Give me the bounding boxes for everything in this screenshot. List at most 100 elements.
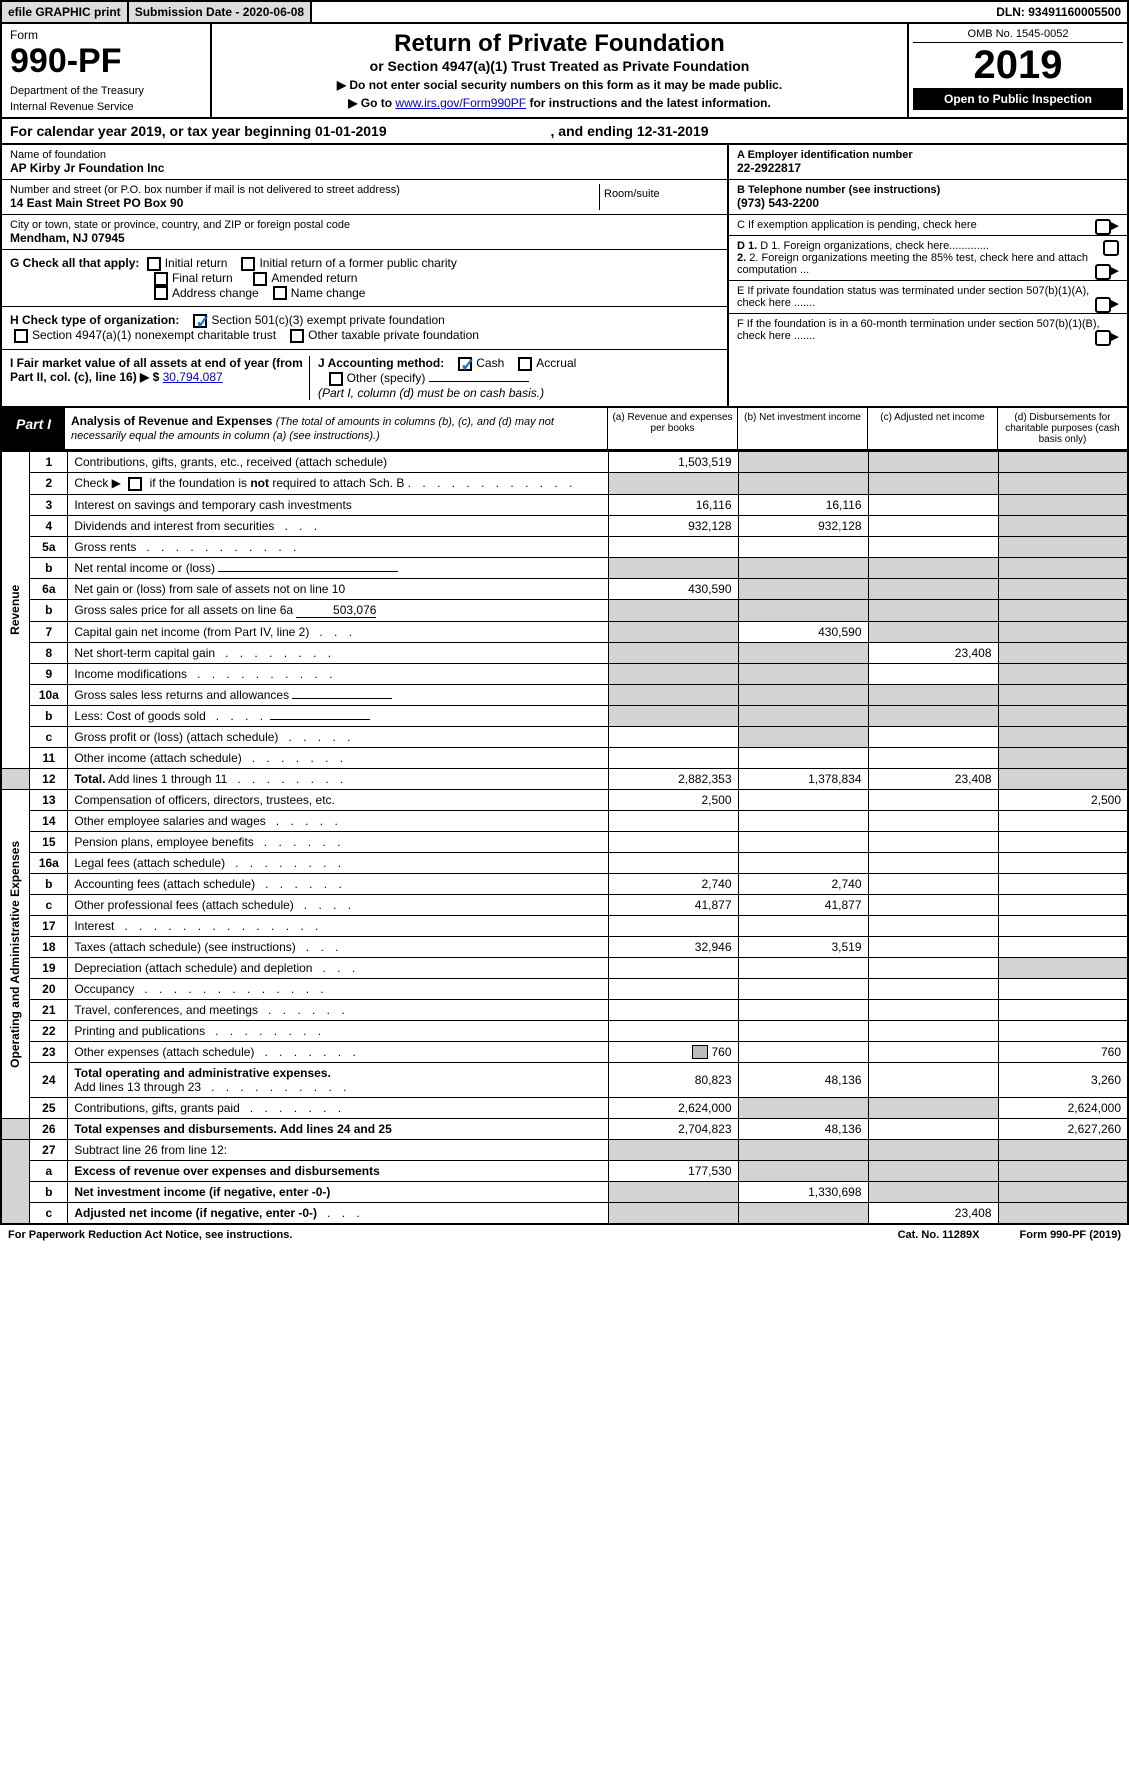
table-row: 8Net short-term capital gain . . . . . .… [1,642,1128,663]
instruction-1: ▶ Do not enter social security numbers o… [218,78,901,92]
name-label: Name of foundation [10,149,719,161]
exemption-pending-checkbox[interactable] [1095,219,1111,235]
table-row: 10aGross sales less returns and allowanc… [1,684,1128,705]
table-row: 2Check ▶ if the foundation is not requir… [1,472,1128,494]
form-subtitle: or Section 4947(a)(1) Trust Treated as P… [218,58,901,74]
form-label: Form [10,28,202,42]
table-row: bAccounting fees (attach schedule) . . .… [1,873,1128,894]
catalog-number: Cat. No. 11289X [898,1229,980,1241]
top-bar: efile GRAPHIC print Submission Date - 20… [0,0,1129,24]
foreign-org-checkbox[interactable] [1103,240,1119,256]
table-row: cOther professional fees (attach schedul… [1,894,1128,915]
table-row: aExcess of revenue over expenses and dis… [1,1161,1128,1182]
table-row: 25Contributions, gifts, grants paid . . … [1,1098,1128,1119]
table-row: bNet investment income (if negative, ent… [1,1182,1128,1203]
omb-number: OMB No. 1545-0052 [913,28,1123,43]
phone-label: B Telephone number (see instructions) [737,184,940,196]
section-c: C If exemption application is pending, c… [729,215,1127,236]
entity-info: Name of foundation AP Kirby Jr Foundatio… [0,145,1129,408]
form-header: Form 990-PF Department of the Treasury I… [0,24,1129,119]
table-row: 21Travel, conferences, and meetings . . … [1,999,1128,1020]
table-row: 3Interest on savings and temporary cash … [1,494,1128,515]
501c3-checkbox[interactable] [193,314,207,328]
col-d-header: (d) Disbursements for charitable purpose… [997,408,1127,449]
table-row: 12Total. Add lines 1 through 11 . . . . … [1,768,1128,789]
60-month-checkbox[interactable] [1095,330,1111,346]
table-row: 7Capital gain net income (from Part IV, … [1,621,1128,642]
initial-return-checkbox[interactable] [147,257,161,271]
table-row: 6aNet gain or (loss) from sale of assets… [1,578,1128,599]
status-terminated-checkbox[interactable] [1095,297,1111,313]
table-row: 14Other employee salaries and wages . . … [1,810,1128,831]
table-row: 17Interest . . . . . . . . . . . . . . [1,915,1128,936]
phone: (973) 543-2200 [737,196,1119,210]
cash-checkbox[interactable] [458,357,472,371]
other-taxable-checkbox[interactable] [290,329,304,343]
foundation-address: 14 East Main Street PO Box 90 [10,196,599,210]
attachment-icon[interactable] [692,1045,708,1059]
table-row: cGross profit or (loss) (attach schedule… [1,726,1128,747]
table-row: 24Total operating and administrative exp… [1,1063,1128,1098]
paperwork-notice: For Paperwork Reduction Act Notice, see … [8,1229,292,1241]
table-row: 15Pension plans, employee benefits . . .… [1,831,1128,852]
instruction-2: ▶ Go to www.irs.gov/Form990PF for instru… [218,96,901,110]
table-row: Revenue 1Contributions, gifts, grants, e… [1,451,1128,472]
table-row: 19Depreciation (attach schedule) and dep… [1,957,1128,978]
table-row: 27Subtract line 26 from line 12: [1,1140,1128,1161]
table-row: cAdjusted net income (if negative, enter… [1,1203,1128,1225]
revenue-label: Revenue [1,451,30,768]
section-f: F If the foundation is in a 60-month ter… [729,314,1127,346]
col-b-header: (b) Net investment income [737,408,867,449]
table-row: 11Other income (attach schedule) . . . .… [1,747,1128,768]
ein: 22-2922817 [737,161,1119,175]
part1-title: Analysis of Revenue and Expenses [71,414,272,428]
form-title: Return of Private Foundation [218,30,901,58]
final-return-checkbox[interactable] [154,272,168,286]
part1-table: Revenue 1Contributions, gifts, grants, e… [0,451,1129,1226]
room-suite-label: Room/suite [599,184,719,210]
table-row: 9Income modifications . . . . . . . . . … [1,663,1128,684]
section-g: G Check all that apply: Initial return I… [2,250,727,307]
table-row: 26Total expenses and disbursements. Add … [1,1119,1128,1140]
section-e: E If private foundation status was termi… [729,281,1127,314]
section-d: D 1. D 1. Foreign organizations, check h… [729,236,1127,281]
table-row: 23Other expenses (attach schedule) . . .… [1,1041,1128,1063]
other-method-checkbox[interactable] [329,372,343,386]
city-label: City or town, state or province, country… [10,219,719,231]
dept-treasury: Department of the Treasury [10,85,202,97]
part1-label: Part I [2,408,65,449]
section-i-j: I Fair market value of all assets at end… [2,350,727,406]
foundation-name: AP Kirby Jr Foundation Inc [10,161,719,175]
calendar-year-row: For calendar year 2019, or tax year begi… [0,119,1129,145]
foreign-85-checkbox[interactable] [1095,264,1111,280]
amended-return-checkbox[interactable] [253,272,267,286]
form-page: efile GRAPHIC print Submission Date - 20… [0,0,1129,1245]
table-row: 4Dividends and interest from securities … [1,515,1128,536]
table-row: bLess: Cost of goods sold . . . . [1,705,1128,726]
part1-header: Part I Analysis of Revenue and Expenses … [0,408,1129,451]
efile-print-button[interactable]: efile GRAPHIC print [2,2,129,22]
4947a1-checkbox[interactable] [14,329,28,343]
table-row: Operating and Administrative Expenses 13… [1,789,1128,810]
fmv-link[interactable]: 30,794,087 [163,370,223,384]
table-row: bGross sales price for all assets on lin… [1,599,1128,621]
page-footer: For Paperwork Reduction Act Notice, see … [0,1225,1129,1245]
form990pf-link[interactable]: www.irs.gov/Form990PF [395,96,526,110]
form-number: 990-PF [10,42,202,81]
table-row: 20Occupancy . . . . . . . . . . . . . [1,978,1128,999]
initial-former-checkbox[interactable] [241,257,255,271]
submission-date: Submission Date - 2020-06-08 [129,2,312,22]
sch-b-checkbox[interactable] [128,477,142,491]
col-c-header: (c) Adjusted net income [867,408,997,449]
ein-label: A Employer identification number [737,149,913,161]
name-change-checkbox[interactable] [273,286,287,300]
open-public-badge: Open to Public Inspection [913,88,1123,110]
form-ref: Form 990-PF (2019) [1020,1229,1122,1241]
table-row: bNet rental income or (loss) [1,557,1128,578]
section-h: H Check type of organization: Section 50… [2,307,727,350]
address-label: Number and street (or P.O. box number if… [10,184,599,196]
foundation-city: Mendham, NJ 07945 [10,231,719,245]
tax-year: 2019 [913,43,1123,88]
accrual-checkbox[interactable] [518,357,532,371]
address-change-checkbox[interactable] [154,286,168,300]
